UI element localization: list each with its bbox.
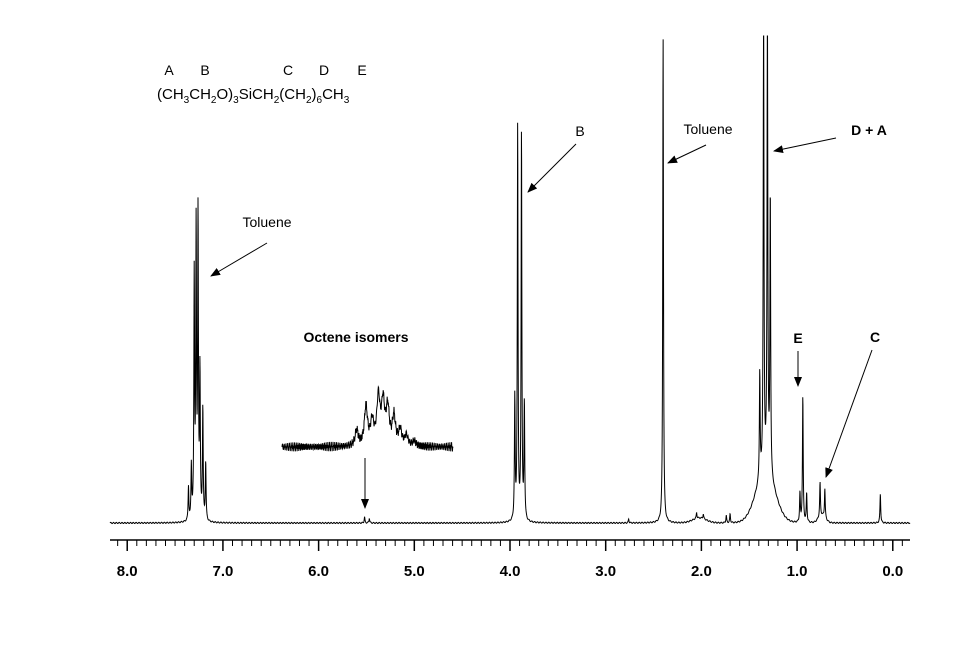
atom-letters: A B C D E <box>164 62 366 78</box>
formula-segment: CH <box>322 86 344 103</box>
atom-letter-e: E <box>357 62 366 78</box>
annotation-label-octene-isomers: Octene isomers <box>303 329 408 345</box>
formula-text: (CH3CH2O)3SiCH2(CH2)6CH3 <box>157 86 350 106</box>
annotation-arrow-peak-c <box>825 349 873 478</box>
annotation-label-toluene-methyl: Toluene <box>683 121 732 137</box>
formula-subscript: 3 <box>344 95 350 106</box>
annotations: Toluene Octene isomers B Toluene D + A E… <box>210 121 887 509</box>
atom-letter-c: C <box>283 62 293 78</box>
x-tick-label: 7.0 <box>212 563 233 580</box>
formula-subscript: 2 <box>274 95 280 106</box>
formula-segment: (CH <box>157 86 184 103</box>
x-tick-label: 0.0 <box>882 563 903 580</box>
annotation-label-peak-e: E <box>793 330 802 346</box>
x-axis: 8.0 7.0 6.0 5.0 4.0 3.0 2.0 1.0 0.0 <box>110 539 910 580</box>
formula-subscript: 3 <box>184 95 190 106</box>
x-tick-label: 4.0 <box>500 563 521 580</box>
atom-letter-b: B <box>200 62 209 78</box>
annotation-peak-e: E <box>793 330 803 387</box>
formula-segment: ) <box>312 86 317 103</box>
annotation-arrow-peak-d-a <box>773 137 837 154</box>
formula-segment: CH <box>189 86 211 103</box>
formula-subscript: 6 <box>317 95 323 106</box>
annotation-peak-d-a: D + A <box>773 122 887 154</box>
x-axis-major-ticks: 8.0 7.0 6.0 5.0 4.0 3.0 2.0 1.0 0.0 <box>117 563 903 580</box>
x-tick-label: 3.0 <box>595 563 616 580</box>
spectrum-trace <box>109 35 911 525</box>
annotation-label-toluene-aromatic: Toluene <box>242 214 291 230</box>
annotation-label-peak-b: B <box>575 123 584 139</box>
structural-formula: A B C D E (CH3CH2O)3SiCH2(CH2)6CH3 <box>157 62 367 106</box>
atom-letter-a: A <box>164 62 174 78</box>
x-tick-label: 8.0 <box>117 563 138 580</box>
x-axis-minor-ticks <box>117 540 903 551</box>
annotation-arrow-toluene-aromatic <box>210 242 268 277</box>
formula-subscript: 2 <box>306 95 312 106</box>
annotation-toluene-aromatic: Toluene <box>210 214 292 277</box>
x-tick-label: 1.0 <box>787 563 808 580</box>
formula-segment: SiCH <box>239 86 274 103</box>
annotation-peak-b: B <box>527 123 585 193</box>
annotation-label-peak-d-a: D + A <box>851 122 887 138</box>
x-tick-label: 5.0 <box>404 563 425 580</box>
annotation-octene-isomers: Octene isomers <box>303 329 409 509</box>
annotation-arrow-peak-b <box>527 143 577 193</box>
formula-subscript: 2 <box>211 95 217 106</box>
inset-octene-trace <box>281 385 454 452</box>
spectrum-series <box>109 35 911 525</box>
x-tick-label: 2.0 <box>691 563 712 580</box>
x-tick-label: 6.0 <box>308 563 329 580</box>
formula-subscript: 3 <box>233 95 239 106</box>
annotation-toluene-methyl: Toluene <box>667 121 733 164</box>
annotation-arrow-toluene-methyl <box>667 144 707 164</box>
formula-segment: (CH <box>279 86 306 103</box>
annotation-peak-c: C <box>825 329 880 478</box>
atom-letter-d: D <box>319 62 329 78</box>
annotation-label-peak-c: C <box>870 329 880 345</box>
formula-segment: O) <box>216 86 233 103</box>
